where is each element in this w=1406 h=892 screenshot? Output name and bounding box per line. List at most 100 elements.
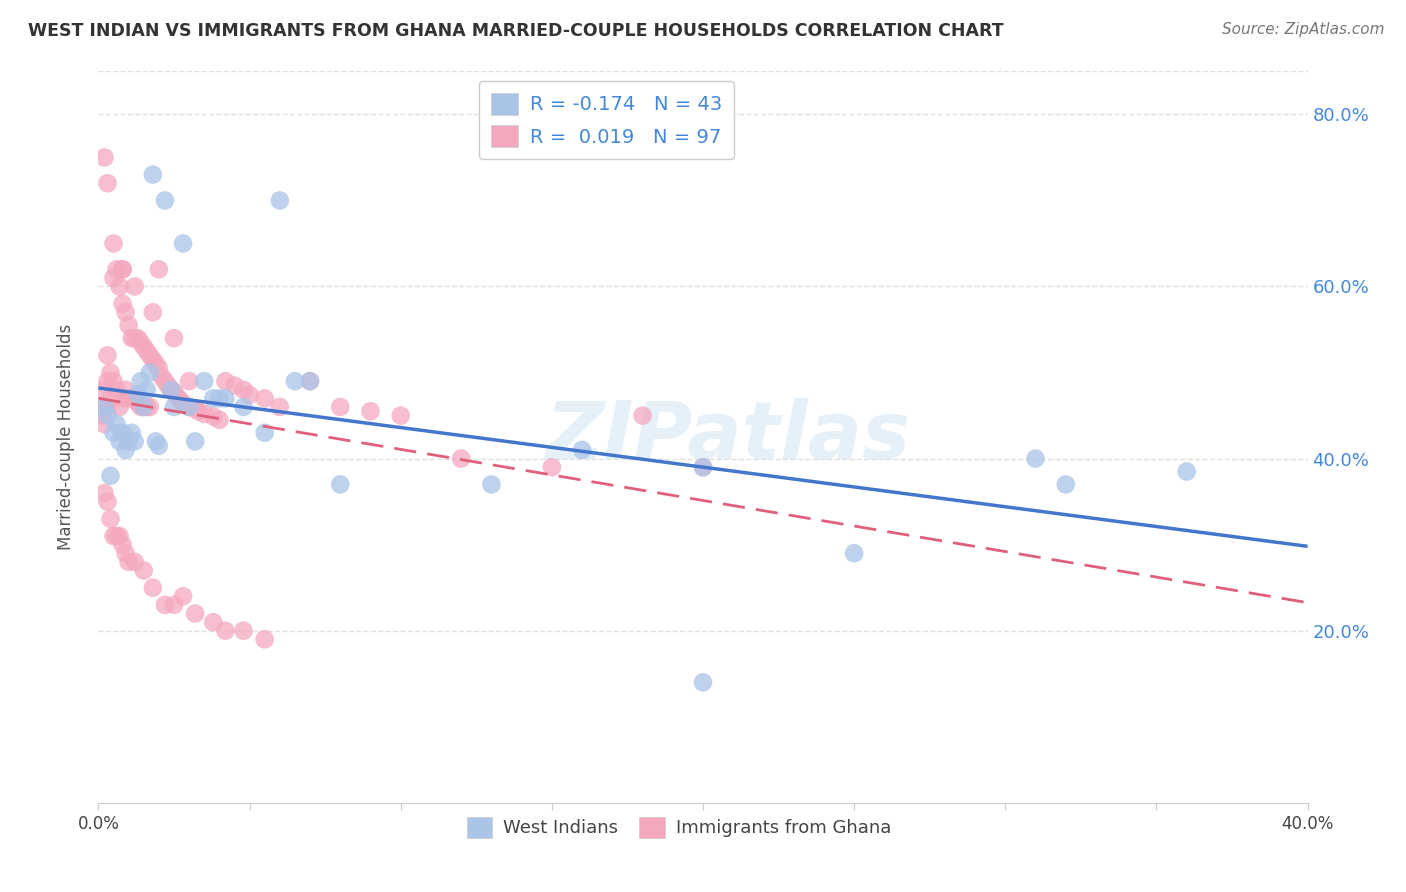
Point (121, 392, 143, 406)
Point (105, 529, 128, 543)
Point (156, 378, 179, 392)
Point (214, 392, 236, 406)
Point (172, 236, 194, 251)
Point (224, 378, 246, 392)
Point (90, 409, 112, 423)
Point (111, 425, 134, 440)
Point (692, 460, 714, 475)
Point (103, 425, 125, 440)
Point (163, 384, 186, 399)
Point (124, 392, 146, 406)
Point (93, 417, 115, 432)
Point (121, 331, 143, 345)
Point (160, 383, 183, 397)
Point (214, 374, 236, 388)
Point (481, 477, 503, 491)
Point (193, 374, 215, 388)
Point (96, 400, 118, 414)
Point (139, 400, 162, 414)
Point (232, 383, 254, 397)
Point (184, 401, 207, 416)
Point (148, 439, 170, 453)
Point (232, 624, 254, 638)
Point (132, 564, 155, 578)
Point (129, 400, 152, 414)
Point (299, 374, 322, 388)
Point (844, 546, 866, 560)
Point (329, 477, 352, 491)
Point (163, 331, 186, 345)
Point (114, 546, 136, 560)
Point (253, 632, 276, 647)
Point (150, 369, 173, 384)
Point (299, 374, 322, 388)
Point (540, 460, 562, 475)
Point (111, 262, 134, 277)
Point (1054, 477, 1077, 491)
Point (124, 331, 146, 345)
Point (127, 331, 149, 345)
Point (269, 400, 291, 414)
Point (142, 168, 165, 182)
Point (93, 383, 115, 397)
Point (163, 400, 186, 414)
Point (124, 279, 146, 293)
Point (145, 434, 167, 449)
Point (142, 352, 165, 367)
Point (329, 400, 352, 414)
Point (103, 271, 125, 285)
Point (153, 194, 176, 208)
Point (96, 409, 118, 423)
Point (187, 404, 209, 418)
Point (114, 383, 136, 397)
Point (208, 413, 231, 427)
Point (111, 262, 134, 277)
Point (96, 494, 118, 508)
Point (253, 392, 276, 406)
Point (124, 555, 146, 569)
Point (139, 366, 162, 380)
Point (692, 675, 714, 690)
Point (105, 417, 128, 432)
Point (360, 404, 382, 418)
Text: ZIPatlas: ZIPatlas (544, 398, 910, 476)
Point (96, 374, 118, 388)
Point (184, 434, 207, 449)
Point (103, 236, 125, 251)
Point (179, 400, 201, 414)
Point (105, 383, 128, 397)
Point (108, 434, 131, 449)
Point (1175, 465, 1198, 479)
Point (631, 409, 654, 423)
Point (96, 348, 118, 362)
Point (100, 468, 122, 483)
Point (103, 374, 125, 388)
Point (179, 374, 201, 388)
Point (172, 589, 194, 603)
Point (172, 396, 194, 410)
Point (111, 392, 134, 406)
Point (135, 383, 157, 397)
Point (166, 390, 188, 404)
Point (135, 400, 157, 414)
Point (145, 357, 167, 371)
Point (132, 400, 155, 414)
Point (1024, 451, 1046, 466)
Point (118, 318, 141, 333)
Point (111, 296, 134, 310)
Text: Source: ZipAtlas.com: Source: ZipAtlas.com (1222, 22, 1385, 37)
Point (114, 442, 136, 457)
Text: WEST INDIAN VS IMMIGRANTS FROM GHANA MARRIED-COUPLE HOUSEHOLDS CORRELATION CHART: WEST INDIAN VS IMMIGRANTS FROM GHANA MAR… (28, 22, 1004, 40)
Point (118, 434, 141, 449)
Point (108, 400, 131, 414)
Point (169, 393, 191, 408)
Point (139, 348, 162, 362)
Point (127, 395, 149, 409)
Point (142, 305, 165, 319)
Point (100, 512, 122, 526)
Point (202, 409, 225, 424)
Point (163, 598, 186, 612)
Point (105, 262, 128, 277)
Point (96, 176, 118, 190)
Point (153, 374, 176, 388)
